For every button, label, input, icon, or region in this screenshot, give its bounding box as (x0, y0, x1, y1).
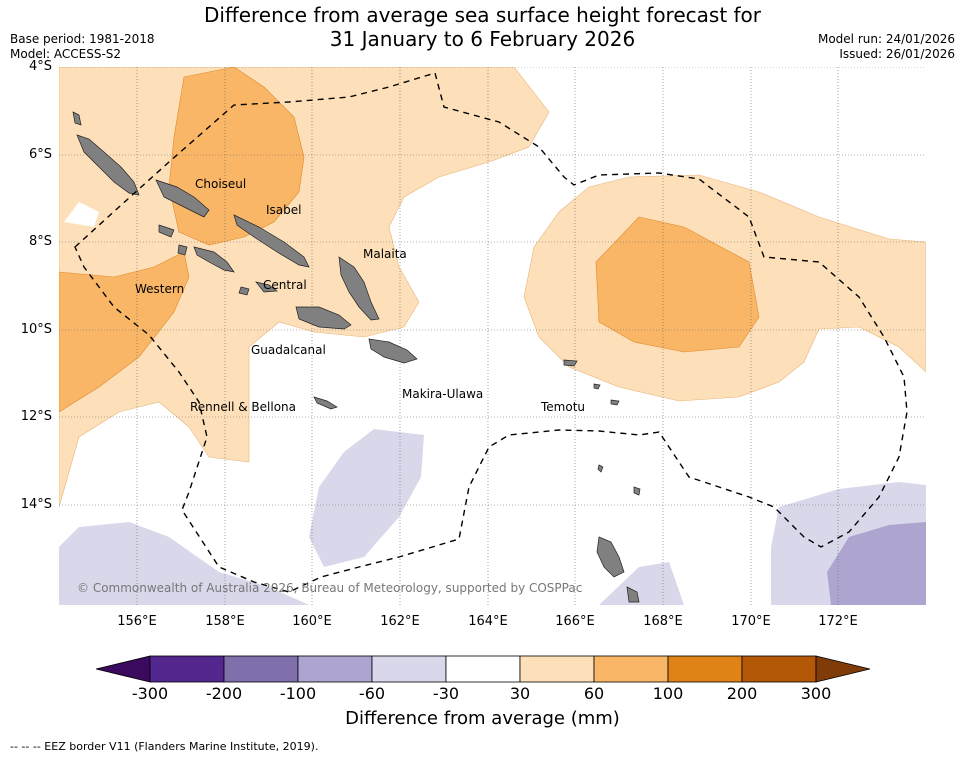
island-malekula (626, 586, 640, 603)
label-choiseul: Choiseul (195, 177, 246, 191)
island-torres (597, 464, 604, 473)
island-banks (633, 486, 641, 496)
colorbar-bin (223, 655, 299, 683)
colorbar-bin (445, 655, 521, 683)
graticule (59, 67, 926, 605)
colorbar-bin (371, 655, 447, 683)
island-vanikoro (610, 399, 620, 406)
model-info: Base period: 1981-2018 Model: ACCESS-S2 (10, 32, 155, 62)
lon-label-160e: 160°E (292, 614, 332, 629)
eez-border (74, 72, 908, 593)
colorbar-tick: 100 (652, 684, 684, 703)
title-line-2: 31 January to 6 February 2026 (329, 27, 636, 51)
label-rennell-bellona: Rennell & Bellona (190, 400, 296, 414)
label-makira-ulawa: Makira-Ulawa (402, 387, 483, 401)
lon-label-158e: 158°E (205, 614, 245, 629)
lon-label-156e: 156°E (117, 614, 157, 629)
island-nendo (563, 359, 578, 367)
lon-label-170e: 170°E (731, 614, 771, 629)
island-makira (368, 338, 418, 364)
island-new-georgia (193, 246, 235, 273)
map-title: Difference from average sea surface heig… (0, 3, 965, 51)
lon-label-162e: 162°E (380, 614, 420, 629)
lat-label-6s: 6°S (28, 147, 52, 162)
island-guadalcanal (295, 306, 352, 330)
title-line-1: Difference from average sea surface heig… (203, 3, 762, 27)
label-western: Western (135, 282, 184, 296)
anomaly-region-western-medium (59, 251, 190, 413)
label-guadalcanal: Guadalcanal (251, 343, 326, 357)
anomaly-region-se-deeper-purple (827, 522, 926, 605)
colorbar-bin (519, 655, 595, 683)
island-rennell (313, 396, 338, 410)
anomaly-region-notch (64, 202, 99, 227)
base-period: Base period: 1981-2018 (10, 32, 155, 46)
colorbar-tick: 60 (583, 684, 605, 703)
lat-label-14s: 14°S (20, 497, 52, 512)
colorbar-tick: -200 (205, 684, 243, 703)
colorbar (96, 655, 870, 683)
label-central: Central (263, 278, 307, 292)
colorbar-tick: -60 (358, 684, 386, 703)
lat-label-12s: 12°S (20, 409, 52, 424)
colorbar-tick: 200 (726, 684, 758, 703)
island-vella (158, 224, 175, 238)
island-buka (72, 111, 82, 126)
anomaly-region-east-medium (595, 216, 760, 353)
lat-label-8s: 8°S (28, 234, 52, 249)
sea-height-map: Choiseul Isabel Malaita Western Central … (59, 67, 926, 605)
island-malaita (338, 256, 380, 321)
island-isabel (233, 214, 310, 268)
label-isabel: Isabel (266, 203, 301, 217)
run-info: Model run: 24/01/2026 Issued: 26/01/2026 (818, 32, 955, 62)
colorbar-bin (297, 655, 373, 683)
island-utupua (593, 383, 601, 390)
lon-label-164e: 164°E (468, 614, 508, 629)
eez-footnote: -- -- -- EEZ border V11 (Flanders Marine… (10, 740, 319, 753)
island-espiritu-santo (596, 536, 625, 578)
lat-label-4s: 4°S (28, 59, 52, 74)
lon-label-166e: 166°E (555, 614, 595, 629)
colorbar-min-arrow (96, 655, 151, 683)
label-malaita: Malaita (363, 247, 407, 261)
issued-date: Issued: 26/01/2026 (839, 47, 955, 61)
colorbar-bin (741, 655, 817, 683)
colorbar-tick: 30 (509, 684, 531, 703)
model-name: Model: ACCESS-S2 (10, 47, 122, 61)
colorbar-bin (667, 655, 743, 683)
lon-label-168e: 168°E (643, 614, 683, 629)
island-choiseul (155, 179, 210, 218)
copyright-notice: © Commonwealth of Australia 2026, Bureau… (77, 581, 582, 595)
label-temotu: Temotu (540, 400, 585, 414)
colorbar-bin (149, 655, 225, 683)
colorbar-tick: -30 (432, 684, 460, 703)
colorbar-label: Difference from average (mm) (345, 708, 620, 729)
lon-label-172e: 172°E (818, 614, 858, 629)
anomaly-region-santa-cruz-purple (599, 562, 684, 605)
lat-label-10s: 10°S (20, 322, 52, 337)
colorbar-tick: -100 (279, 684, 317, 703)
colorbar-bin (593, 655, 669, 683)
islands (72, 111, 641, 603)
colorbar-tick: -300 (131, 684, 169, 703)
anomaly-region-central-purple (309, 429, 424, 567)
colorbar-max-arrow (815, 655, 870, 683)
island-russell (238, 286, 250, 296)
anomaly-region-sw-purple (59, 522, 309, 605)
model-run: Model run: 24/01/2026 (817, 32, 955, 46)
province-labels: Choiseul Isabel Malaita Western Central … (135, 177, 585, 414)
island-florida (255, 281, 278, 293)
island-bougainville (76, 134, 140, 196)
colorbar-tick: 300 (800, 684, 832, 703)
island-kolombangara (177, 244, 188, 256)
